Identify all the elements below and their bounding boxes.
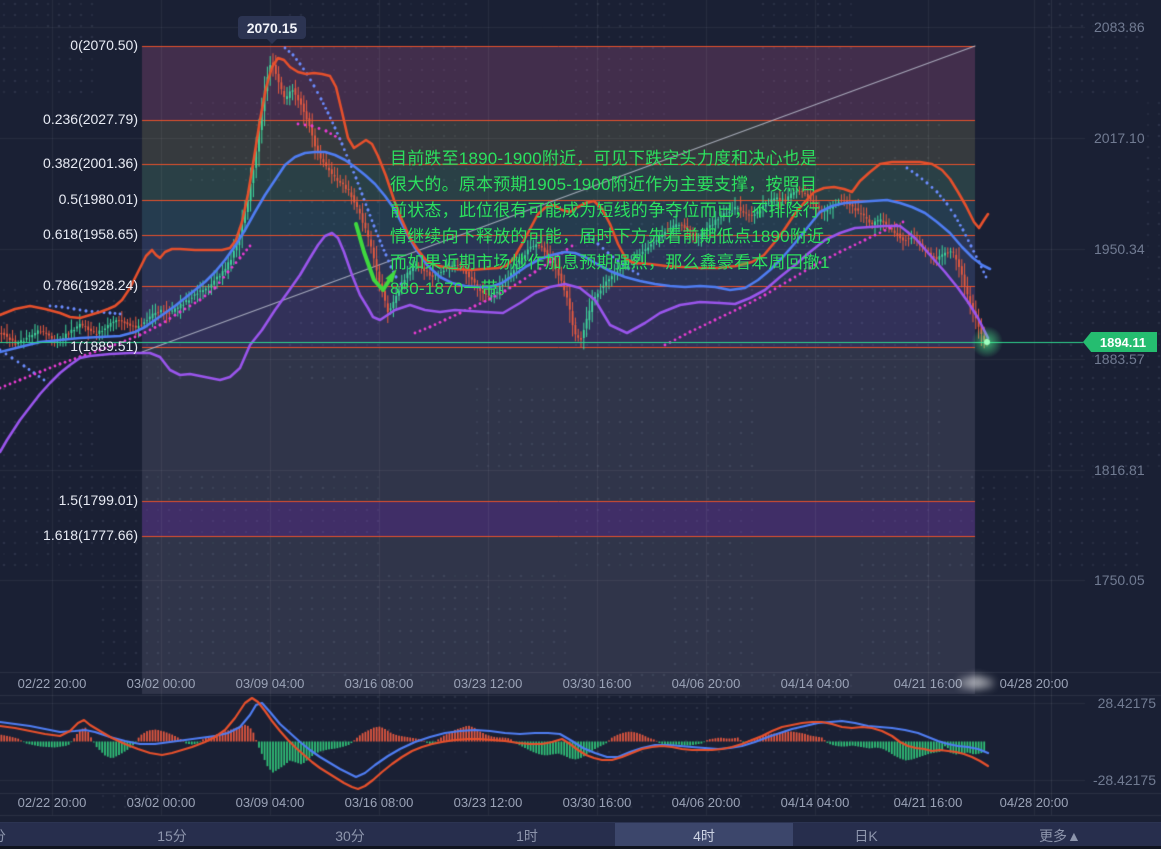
time-tick: 02/22 20:00: [18, 676, 87, 691]
annotation-line: 880-1870一带。: [390, 276, 802, 302]
fib-label-1: 1(1889.51): [0, 338, 138, 354]
fib-label-0382: 0.382(2001.36): [0, 155, 138, 171]
time-tick: 03/16 08:00: [345, 676, 414, 691]
time-tick: 03/23 12:00: [454, 676, 523, 691]
time-tick: 03/23 12:00: [454, 795, 523, 810]
price-chart-canvas[interactable]: [0, 0, 1161, 849]
time-tick: 04/21 16:00: [894, 676, 963, 691]
price-tick: 1950.34: [1094, 241, 1145, 257]
time-tick: 04/06 20:00: [672, 795, 741, 810]
fib-label-05: 0.5(1980.01): [0, 191, 138, 207]
price-tick: 1816.81: [1094, 462, 1145, 478]
fib-label-1618: 1.618(1777.66): [0, 527, 138, 543]
time-tick: 02/22 20:00: [18, 795, 87, 810]
macd-tick: 28.42175: [1066, 695, 1156, 711]
annotation-line: 而如果近期市场炒作加息预期强烈，那么鑫豪看本周回撤1: [390, 250, 802, 276]
price-tick: 2083.86: [1094, 19, 1145, 35]
fib-label-0: 0(2070.50): [0, 37, 138, 53]
annotation-line: 前状态，此位很有可能成为短线的争夺位而已，不排除行: [390, 198, 802, 224]
time-tick: 03/16 08:00: [345, 795, 414, 810]
macd-tick: -28.42175: [1066, 772, 1156, 788]
fib-label-0236: 0.236(2027.79): [0, 111, 138, 127]
timeframe-toolbar: 5分 15分 30分 1时 4时 日K 更多▲: [0, 822, 1161, 849]
time-tick: 04/14 04:00: [781, 795, 850, 810]
fib-label-0618: 0.618(1958.65): [0, 226, 138, 242]
annotation-line: 目前跌至1890-1900附近，可见下跌空头力度和决心也是: [390, 146, 802, 172]
current-price-value: 1894.11: [1100, 335, 1146, 350]
analysis-annotation: 目前跌至1890-1900附近，可见下跌空头力度和决心也是 很大的。原本预期19…: [390, 146, 802, 302]
fib-label-15: 1.5(1799.01): [0, 492, 138, 508]
price-tick: 2017.10: [1094, 130, 1145, 146]
current-price-badge: 1894.11: [1083, 332, 1157, 352]
time-tick: 03/30 16:00: [563, 795, 632, 810]
trading-app: 0(2070.50) 0.236(2027.79) 0.382(2001.36)…: [0, 0, 1161, 849]
time-tick: 03/09 04:00: [236, 795, 305, 810]
high-price-value: 2070.15: [247, 20, 298, 36]
annotation-line: 情继续向下释放的可能，届时下方先看前期低点1890附近，: [390, 224, 802, 250]
time-tick: 04/28 20:00: [1000, 795, 1069, 810]
price-tick: 1883.57: [1094, 351, 1145, 367]
time-tick: 03/09 04:00: [236, 676, 305, 691]
time-tick: 03/02 00:00: [127, 676, 196, 691]
time-tick: 03/02 00:00: [127, 795, 196, 810]
fib-label-0786: 0.786(1928.24): [0, 277, 138, 293]
time-tick: 04/21 16:00: [894, 795, 963, 810]
high-price-tooltip: 2070.15: [238, 16, 306, 39]
price-tick: 1750.05: [1094, 572, 1145, 588]
time-tick: 03/30 16:00: [563, 676, 632, 691]
time-tick: 04/06 20:00: [672, 676, 741, 691]
tooltip-pointer-icon: [266, 38, 278, 50]
time-tick: 04/14 04:00: [781, 676, 850, 691]
time-tick: 04/28 20:00: [1000, 676, 1069, 691]
annotation-line: 很大的。原本预期1905-1900附近作为主要支撑，按照目: [390, 172, 802, 198]
